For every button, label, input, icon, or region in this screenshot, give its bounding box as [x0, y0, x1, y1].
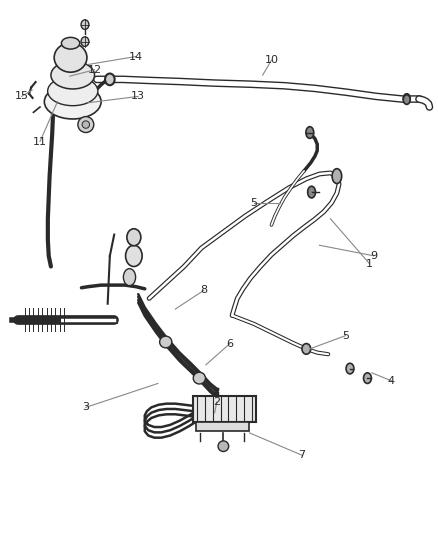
Ellipse shape [193, 372, 205, 384]
Text: 6: 6 [226, 338, 233, 349]
Text: 10: 10 [265, 55, 279, 65]
Ellipse shape [48, 76, 98, 106]
Text: 3: 3 [82, 402, 89, 413]
Ellipse shape [54, 43, 87, 72]
Text: 2: 2 [213, 397, 220, 407]
Ellipse shape [61, 37, 80, 49]
FancyBboxPatch shape [193, 396, 256, 422]
Text: 12: 12 [88, 65, 102, 75]
Ellipse shape [346, 364, 354, 374]
Circle shape [78, 117, 94, 133]
Ellipse shape [302, 344, 311, 354]
Text: 5: 5 [342, 330, 349, 341]
Text: 8: 8 [200, 286, 207, 295]
Text: 11: 11 [33, 136, 47, 147]
Ellipse shape [124, 269, 136, 286]
Text: 5: 5 [251, 198, 258, 208]
Ellipse shape [127, 229, 141, 246]
Text: 4: 4 [388, 376, 395, 386]
Ellipse shape [307, 186, 315, 198]
Ellipse shape [306, 127, 314, 139]
Ellipse shape [159, 336, 172, 348]
Ellipse shape [126, 245, 142, 266]
Text: 9: 9 [371, 251, 378, 261]
Ellipse shape [332, 168, 342, 183]
Ellipse shape [364, 373, 371, 383]
Circle shape [82, 121, 89, 128]
Text: 7: 7 [298, 450, 306, 460]
Ellipse shape [81, 20, 89, 29]
Ellipse shape [105, 74, 115, 85]
Ellipse shape [44, 84, 101, 119]
Text: 14: 14 [129, 52, 143, 61]
Text: 1: 1 [366, 259, 373, 269]
Text: 13: 13 [131, 91, 145, 101]
Text: 15: 15 [14, 91, 28, 101]
Ellipse shape [403, 95, 410, 104]
FancyBboxPatch shape [196, 422, 249, 431]
Ellipse shape [403, 94, 410, 103]
Circle shape [218, 441, 229, 451]
Ellipse shape [81, 37, 89, 46]
Ellipse shape [51, 61, 95, 89]
